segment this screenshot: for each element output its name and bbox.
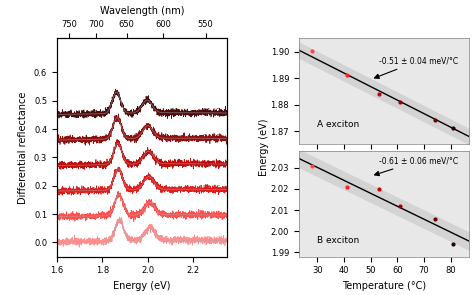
Text: -0.51 ± 0.04 meV/°C: -0.51 ± 0.04 meV/°C xyxy=(374,57,458,78)
Y-axis label: Differential reflectance: Differential reflectance xyxy=(18,91,28,204)
Text: 41 °C: 41 °C xyxy=(203,211,220,216)
X-axis label: Temperature (°C): Temperature (°C) xyxy=(342,281,426,291)
Text: 28 °C: 28 °C xyxy=(203,236,220,241)
Text: Energy (eV): Energy (eV) xyxy=(259,119,270,176)
Text: 61 °C: 61 °C xyxy=(203,160,220,165)
Text: -0.61 ± 0.06 meV/°C: -0.61 ± 0.06 meV/°C xyxy=(374,156,458,176)
Text: 74 °C: 74 °C xyxy=(203,134,220,139)
Text: 53 °C: 53 °C xyxy=(203,185,220,190)
Text: B exciton: B exciton xyxy=(318,236,360,245)
Text: 81 °C: 81 °C xyxy=(203,109,220,114)
X-axis label: Energy (eV): Energy (eV) xyxy=(113,281,171,291)
X-axis label: Wavelength (nm): Wavelength (nm) xyxy=(100,6,184,16)
Text: A exciton: A exciton xyxy=(318,120,360,129)
